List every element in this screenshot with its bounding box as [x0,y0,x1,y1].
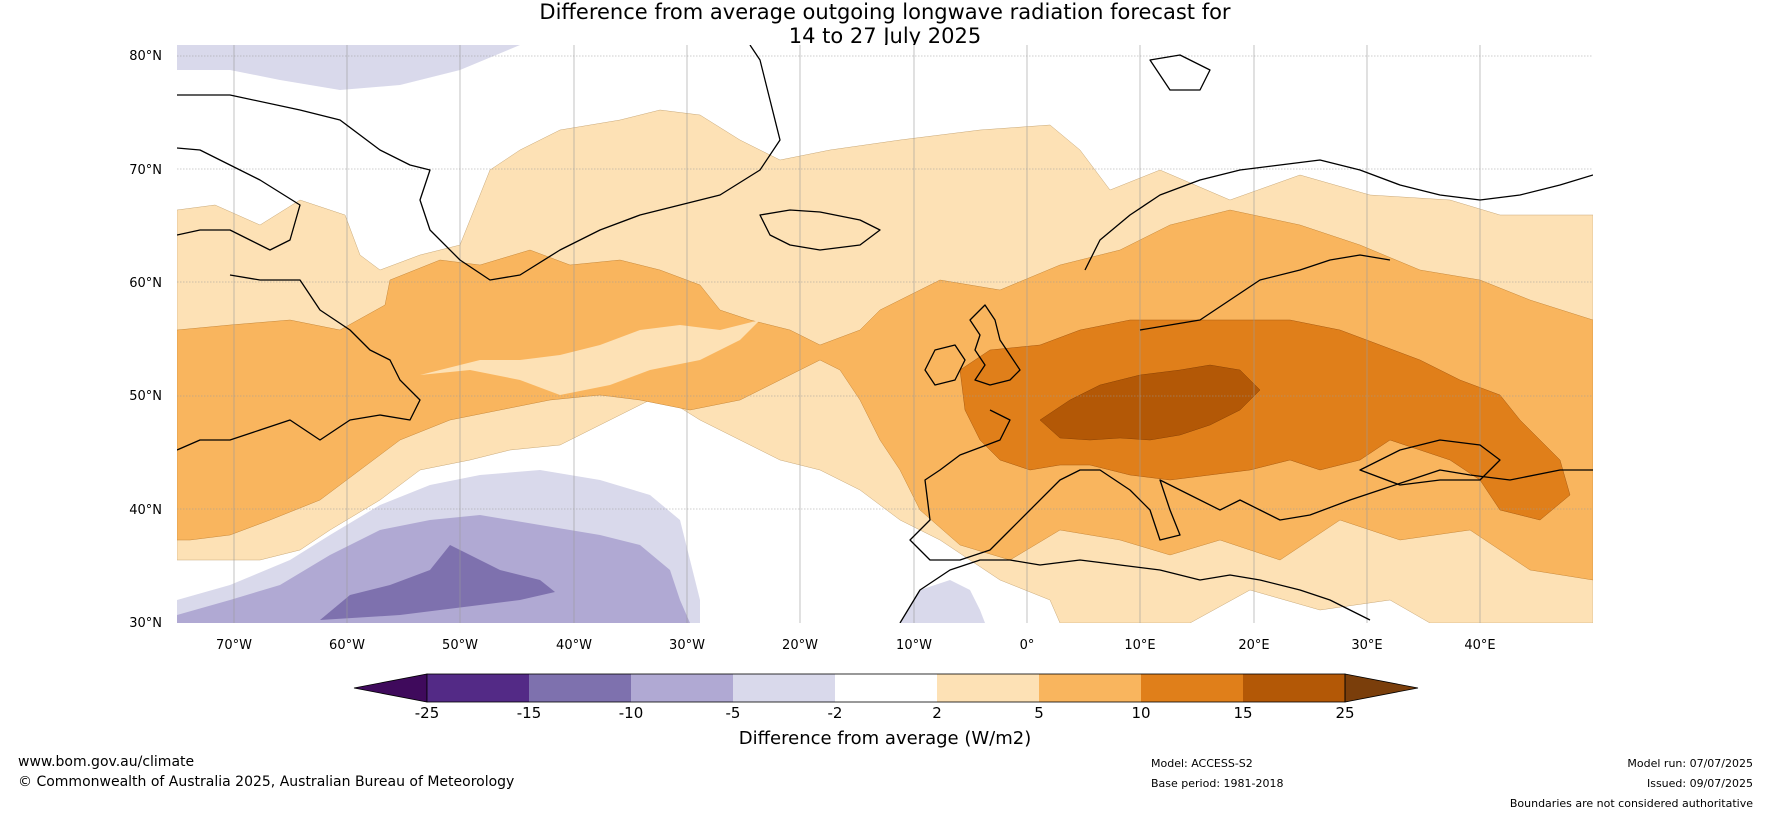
coastline-africa [899,559,1371,623]
footer-base-period: Base period: 1981-2018 [1151,777,1284,790]
coastline-baltic [1139,254,1391,331]
colorbar-tick: 2 [932,704,942,722]
lon-label-70w: 70°W [216,638,252,653]
lon-label-10e: 10°E [1124,638,1155,653]
colorbar-tick: -25 [415,704,440,722]
coastline-ireland [924,344,966,386]
longitude-labels: 70°W 60°W 50°W 40°W 30°W 20°W 10°W 0° 10… [216,638,1496,653]
lon-label-40e: 40°E [1464,638,1495,653]
colorbar-bin [631,674,733,702]
coastline-britain [969,304,1021,386]
colorbar-tick: 5 [1034,704,1044,722]
anomaly-region-neg-10-15 [320,545,555,620]
lon-label-60w: 60°W [329,638,365,653]
lon-label-10w: 10°W [896,638,932,653]
coastline-iceland [759,209,881,251]
footer-url: www.bom.gov.au/climate [18,754,195,770]
footer-issued: Issued: 09/07/2025 [1646,777,1753,790]
colorbar-extend-high [1344,673,1419,703]
colorbar-tick: -15 [517,704,542,722]
colorbar-bin [1039,674,1141,702]
coastline-greenland [177,45,781,281]
coastline-labrador [177,274,421,451]
lat-label-30: 30°N [129,616,162,631]
colorbar-bin [937,674,1039,702]
lat-label-40: 40°N [129,503,162,518]
coastline-europe [909,409,1593,561]
colorbar-tick: 15 [1233,704,1252,722]
footer-disclaimer: Boundaries are not considered authoritat… [1509,797,1753,810]
coastline-black-sea [1359,439,1501,486]
colorbar-bin [529,674,631,702]
colorbar-outline [426,673,1346,703]
coastline-scandinavia [1084,159,1593,271]
colorbar-bin [733,674,835,702]
footer-model: Model: ACCESS-S2 [1151,757,1253,770]
map-title-line2: 14 to 27 July 2025 [788,24,982,48]
colorbar-tick: 25 [1335,704,1354,722]
lat-label-50: 50°N [129,389,162,404]
colorbar-bin [1243,674,1345,702]
coastline-baffin [177,147,301,251]
map-title-line1: Difference from average outgoing longwav… [539,0,1231,24]
colorbar: -25 -15 -10 -5 -2 2 5 10 15 25 [353,673,1419,722]
anomaly-region-15-25 [1039,364,1261,441]
lon-label-20w: 20°W [782,638,818,653]
lat-label-60: 60°N [129,276,162,291]
lon-label-30w: 30°W [669,638,705,653]
lat-label-80: 80°N [129,49,162,64]
colorbar-extend-low [353,673,428,703]
lon-label-0: 0° [1020,638,1035,653]
lon-label-30e: 30°E [1351,638,1382,653]
colorbar-bin [1141,674,1243,702]
lat-label-70: 70°N [129,163,162,178]
colorbar-tick: 10 [1131,704,1150,722]
anomaly-region-neg-2-5-morocco [900,580,985,623]
coastlines [177,45,1593,623]
anomaly-region-2-5-atlantic [420,320,760,395]
latitude-labels: 80°N 70°N 60°N 50°N 40°N 30°N [129,49,162,631]
anomaly-field [177,45,1593,623]
colorbar-tick: -5 [726,704,741,722]
lon-label-40w: 40°W [556,638,592,653]
colorbar-tick: -10 [619,704,644,722]
colorbar-bin [427,674,529,702]
colorbar-tick: -2 [828,704,843,722]
colorbar-label: Difference from average (W/m2) [738,728,1032,749]
footer-copyright: © Commonwealth of Australia 2025, Austra… [18,774,515,790]
coastline-svalbard [1149,54,1211,91]
anomaly-region-neg-2-5-arctic [177,45,520,90]
colorbar-bin [835,674,937,702]
anomaly-region-10-15 [959,319,1571,521]
lon-label-20e: 20°E [1238,638,1269,653]
footer-model-run: Model run: 07/07/2025 [1627,757,1753,770]
lon-label-50w: 50°W [442,638,478,653]
map-title: Difference from average outgoing longwav… [0,0,1770,48]
